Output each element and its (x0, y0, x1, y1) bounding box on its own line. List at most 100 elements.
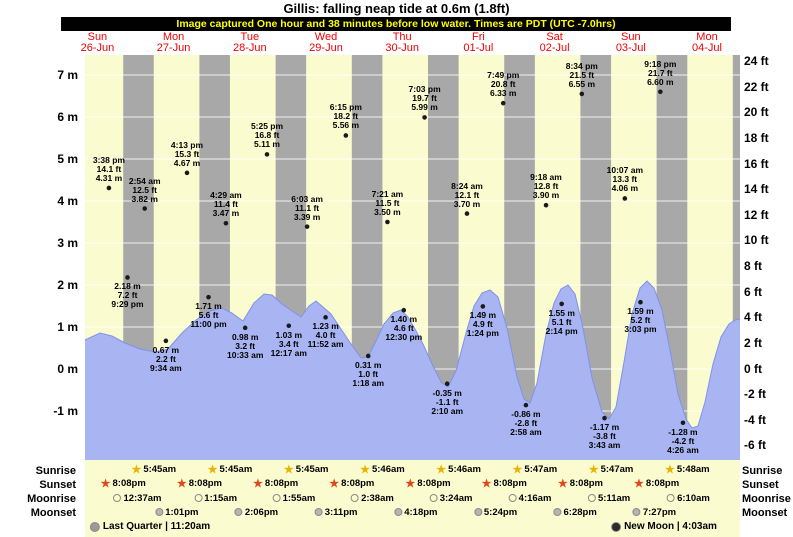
tide-time: 2:10 am (431, 405, 464, 416)
axis-label-left: 4 m (57, 193, 78, 208)
tide-height-ft: 2.2 ft (155, 353, 176, 364)
day-of-week: Sun (621, 31, 641, 43)
tide-time: 1:18 am (352, 377, 385, 388)
tide-time: 4:26 am (667, 444, 699, 455)
day-label: Sun 03-Jul (616, 32, 646, 54)
tide-height-ft: 11.4 ft (213, 199, 238, 210)
sunrise-item: ★ 5:45am (208, 464, 253, 475)
tide-height-m: 1.49 m (469, 310, 497, 321)
day-label: Wed 29-Jun (309, 32, 343, 54)
tide-annotation: 1.49 m 4.9 ft 1:24 pm (467, 311, 499, 338)
tide-height-ft: 7.2 ft (117, 290, 138, 301)
tide-annotation: 1.03 m 3.4 ft 12:17 am (271, 330, 307, 358)
day-date: 03-Jul (615, 42, 646, 54)
day-label: Fri 01-Jul (463, 32, 493, 54)
tide-dot (223, 220, 229, 226)
moonrise-time: 5:11am (598, 492, 631, 504)
axis-label-right: 6 ft (744, 284, 762, 299)
axis-label-right: -4 ft (744, 412, 766, 427)
tide-height-ft: 20.8 ft (490, 79, 516, 90)
tide-dot (163, 338, 169, 344)
day-of-week: Sat (546, 31, 563, 43)
tide-time: 9:18 am (530, 172, 562, 183)
axis-label-left: 7 m (57, 67, 78, 82)
sunset-item: ★ 8:08pm (101, 478, 146, 489)
sunrise-time: 5:46am (448, 464, 481, 475)
sunrise-item: ★ 5:46am (436, 464, 481, 475)
night-band (732, 55, 740, 460)
tide-height-m: 6.55 m (568, 78, 596, 89)
tide-time: 6:03 am (291, 193, 323, 204)
moonrise-item: 1:55am (272, 493, 315, 504)
sunrise-time: 5:47am (600, 464, 634, 475)
sunrise-time: 5:45am (143, 464, 177, 475)
axis-label-left: 2 m (57, 277, 78, 292)
axis-label-right: 10 ft (744, 233, 769, 248)
sunset-time: 8:08pm (112, 478, 146, 489)
tide-height-ft: 1.0 ft (358, 368, 379, 379)
moonrise-time: 1:15am (204, 492, 238, 504)
sunset-item: ★ 8:08pm (329, 478, 374, 489)
sunset-row-label: Sunset (39, 478, 76, 491)
tide-time: 2:58 am (510, 427, 542, 438)
tide-time: 12:30 pm (385, 332, 423, 343)
sunrise-time: 5:45am (219, 464, 253, 475)
tide-height-ft: -3.8 ft (593, 431, 616, 442)
moonset-time: 5:24pm (483, 506, 518, 518)
tide-height-ft: 3.2 ft (235, 340, 256, 351)
sunset-star-icon: ★ (634, 477, 644, 490)
moonrise-icon (351, 494, 360, 502)
tide-annotation: 5:25 pm 16.8 ft 5.11 m (251, 122, 283, 149)
tide-annotation: -0.35 m -1.1 ft 2:10 am (431, 388, 464, 416)
axis-label-right: 18 ft (744, 131, 769, 146)
tide-height-m: 3.90 m (532, 190, 560, 201)
last-quarter-label: Last Quarter | 11:20am (102, 521, 211, 532)
axis-label-right: 24 ft (744, 54, 769, 69)
tide-height-ft: -1.1 ft (435, 396, 459, 407)
tide-height-m: -1.28 m (668, 426, 698, 437)
day-label: Thu 30-Jun (385, 32, 419, 54)
tide-time: 7:03 pm (408, 84, 441, 95)
moonrise-item: 4:16am (508, 493, 551, 504)
moonset-icon (632, 508, 641, 516)
sunset-time: 8:08pm (645, 478, 680, 489)
tide-time: 7:49 pm (487, 70, 520, 81)
moonset-time: 3:11pm (324, 506, 358, 518)
moonset-item: 3:11pm (314, 506, 358, 518)
day-of-week: Wed (314, 31, 338, 43)
tide-dot (680, 420, 686, 426)
tide-annotation: 0.98 m 3.2 ft 10:33 am (227, 331, 263, 360)
tide-time: 1:24 pm (466, 328, 499, 339)
sunrise-item: ★ 5:46am (360, 464, 405, 475)
moonset-item: 7:27pm (632, 507, 676, 518)
moonset-row-label: Moonset (742, 507, 788, 519)
tide-height-ft: 21.7 ft (648, 67, 673, 78)
tide-height-m: 4.06 m (611, 183, 639, 194)
tide-height-ft: 5.6 ft (198, 310, 219, 321)
tide-height-m: 2.18 m (114, 281, 141, 292)
sunset-item: ★ 8:08pm (253, 478, 298, 489)
tide-height-m: 3.39 m (293, 211, 321, 222)
tide-time: 10:07 am (606, 165, 644, 176)
moonrise-item: 3:24am (429, 493, 472, 504)
moonset-icon (473, 508, 482, 516)
tide-height-m: 0.98 m (231, 331, 259, 342)
sunrise-row-label: Sunrise (35, 464, 76, 477)
sunrise-star-icon: ★ (207, 463, 218, 476)
moonrise-item: 6:10am (667, 493, 710, 504)
tide-annotation: -0.86 m -2.8 ft 2:58 am (510, 410, 542, 437)
sunrise-star-icon: ★ (360, 463, 370, 476)
tide-annotation: 10:07 am 13.3 ft 4.06 m (607, 166, 643, 193)
tide-time: 3:43 am (588, 440, 621, 451)
axis-label-right: 22 ft (744, 79, 769, 94)
sunset-star-icon: ★ (329, 477, 340, 490)
sunset-time: 8:08pm (569, 478, 603, 489)
tide-annotation: 6:03 am 11.1 ft 3.39 m (291, 193, 323, 222)
tide-height-m: 3.70 m (453, 198, 481, 209)
moonrise-icon (508, 494, 517, 502)
tide-annotation: 7:21 am 11.5 ft 3.50 m (372, 190, 404, 217)
axis-label-right: -6 ft (744, 438, 766, 453)
tide-time: 11:52 am (307, 339, 344, 350)
tide-time: 2:14 pm (545, 325, 578, 336)
